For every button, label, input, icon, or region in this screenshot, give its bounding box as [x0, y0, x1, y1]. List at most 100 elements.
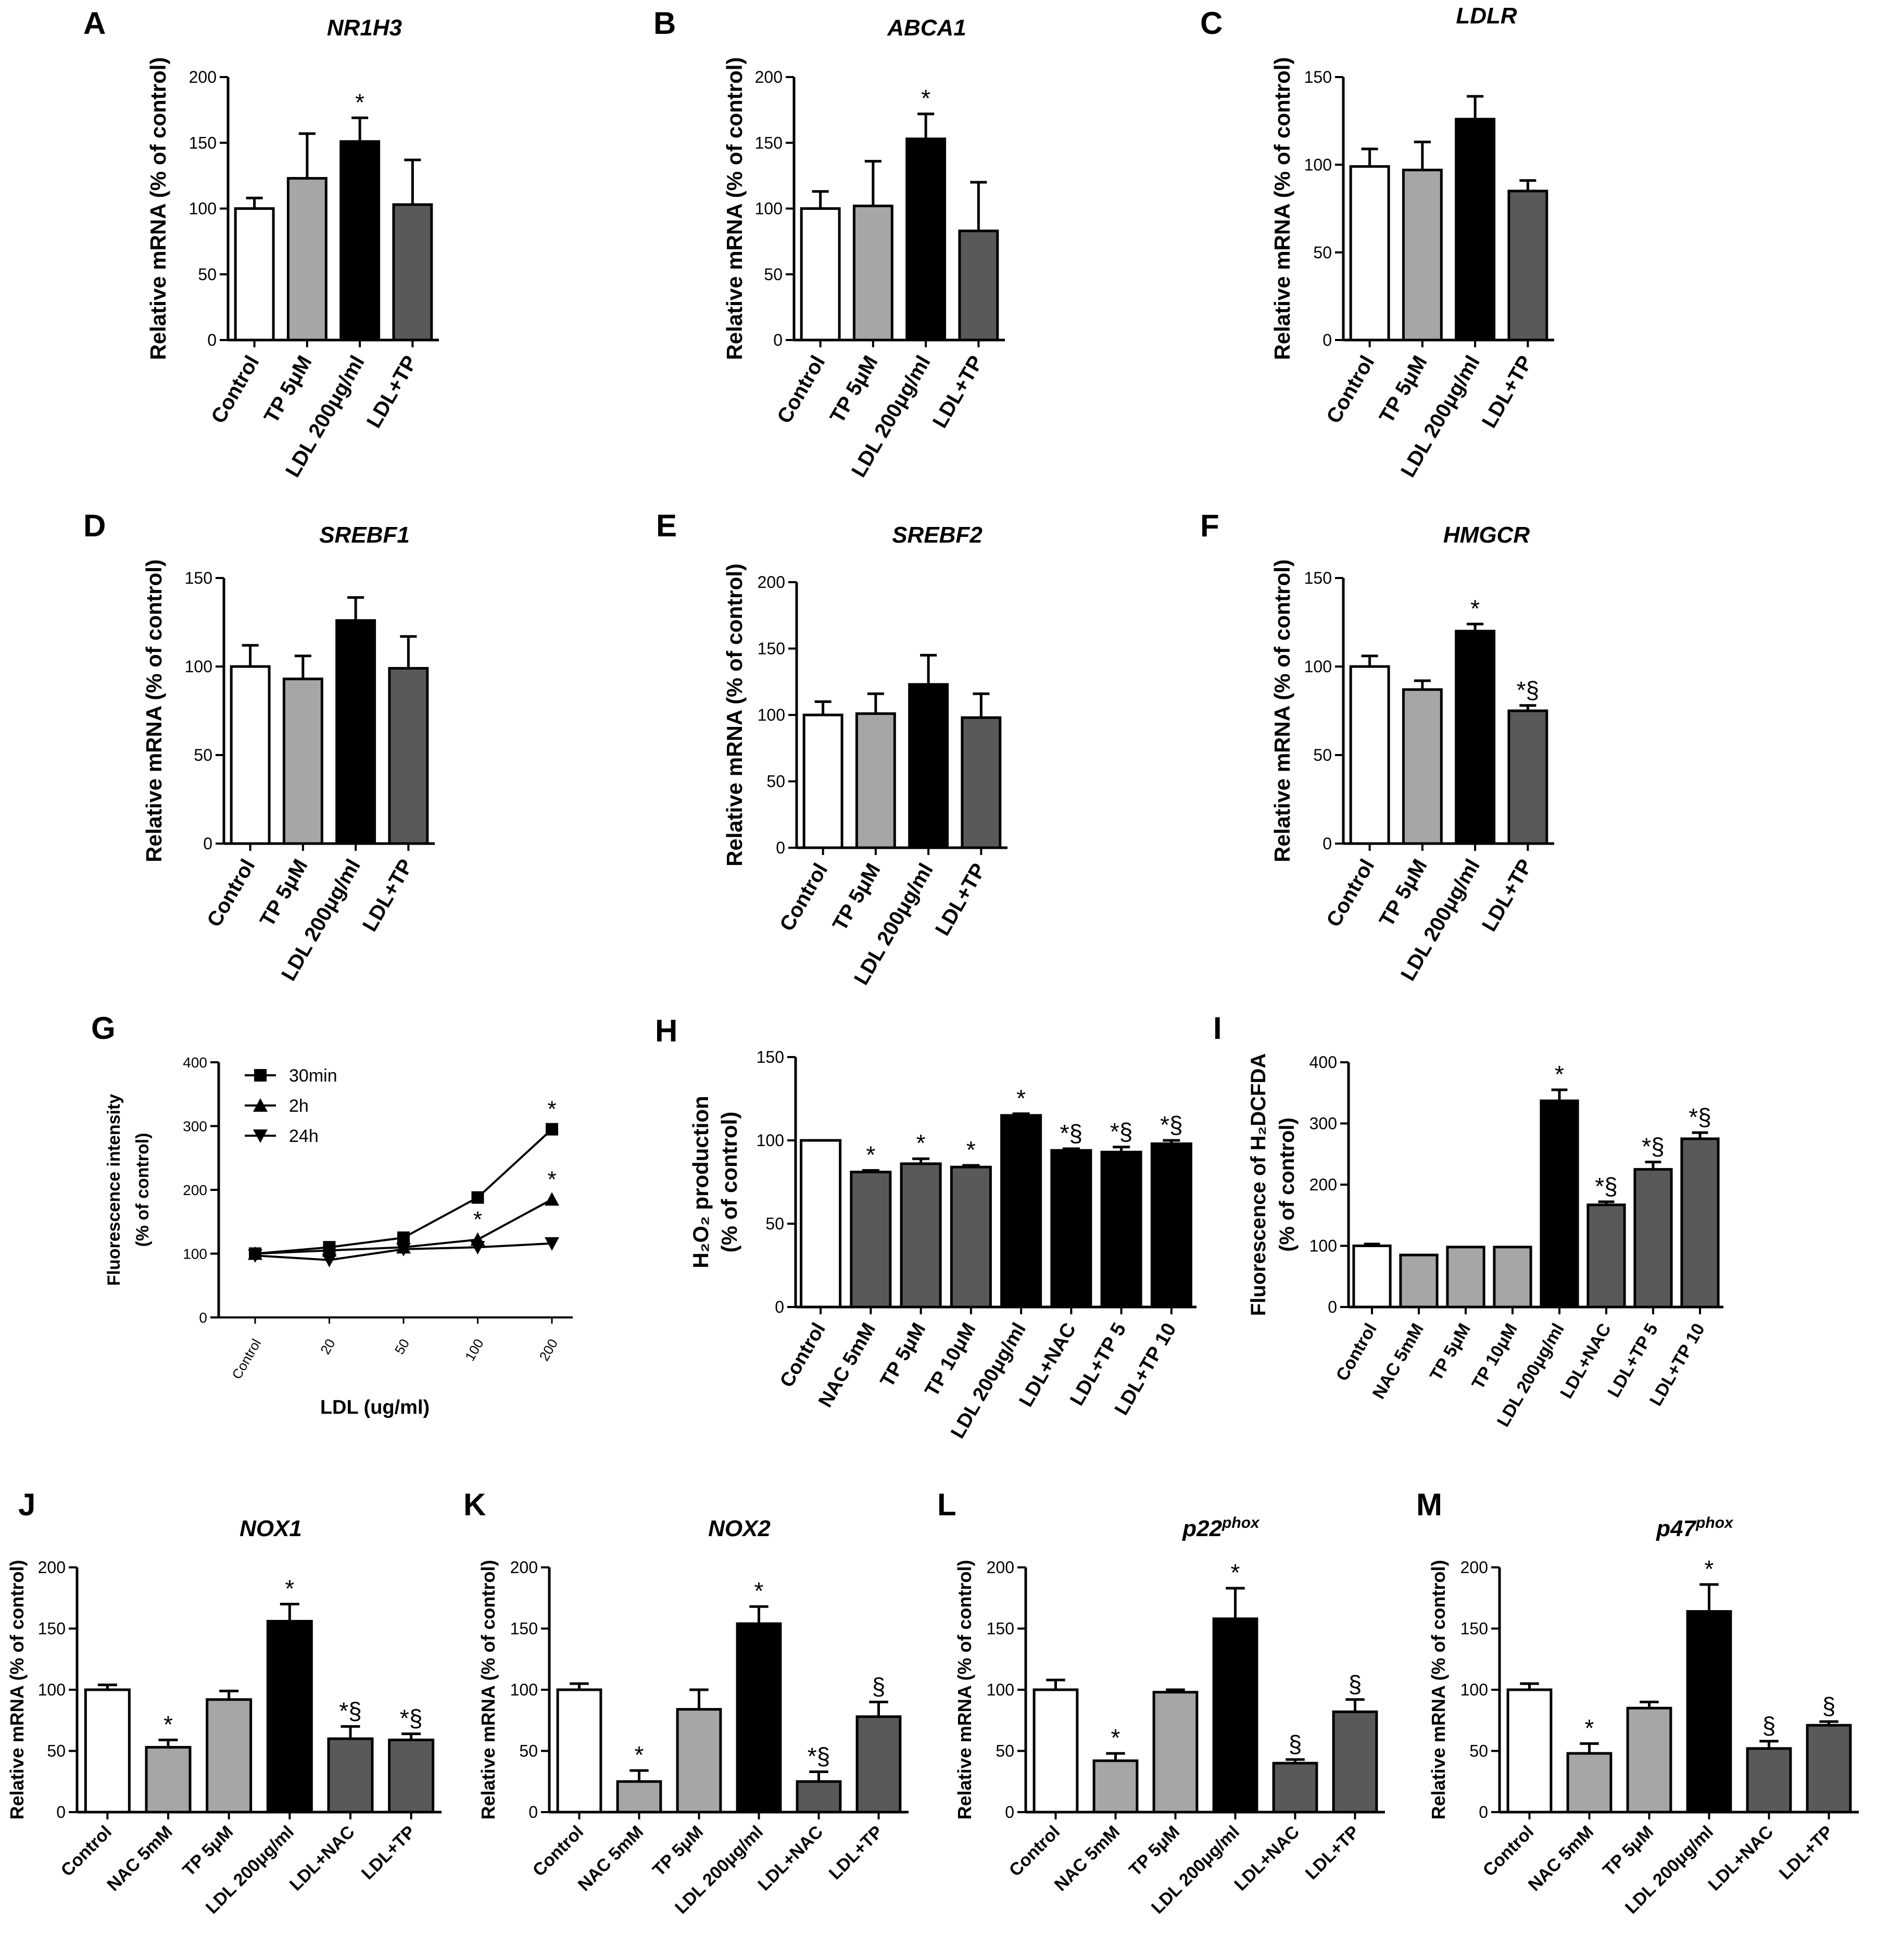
bar-2	[852, 204, 893, 342]
bar-2	[1092, 1759, 1139, 1814]
y-tick-label: 300	[1309, 1114, 1337, 1133]
bar-6	[1332, 1710, 1378, 1814]
bar-2	[1402, 688, 1443, 845]
x-tick-label: TP 5μM	[256, 856, 312, 931]
y-tick-label: 50	[1469, 1742, 1488, 1761]
y-tick-label: 50	[766, 772, 785, 791]
bar-2	[616, 1780, 662, 1814]
bar-7	[1100, 1150, 1142, 1309]
x-tick-label: Control	[57, 1822, 116, 1880]
bar-1	[802, 713, 843, 849]
bar-6	[1806, 1724, 1852, 1814]
significance-marker: *	[635, 1741, 644, 1768]
bar-5	[1000, 1114, 1042, 1309]
x-tick-label: LDL+TP	[931, 860, 990, 940]
bar-2	[850, 1171, 892, 1309]
bar-2	[1399, 1253, 1439, 1309]
x-tick-label: Control	[529, 1822, 587, 1880]
bar-5	[796, 1780, 842, 1814]
chart-title: SREBF2	[892, 522, 983, 548]
significance-marker: *	[1111, 1724, 1120, 1751]
y-axis-label-line1: Fluorescence of H₂DCFDA	[1247, 1053, 1270, 1316]
chart-title-main: ABCA1	[887, 15, 966, 41]
x-tick-label: TP 5μM	[826, 352, 883, 428]
bar-3	[676, 1708, 722, 1814]
y-tick-label: 100	[183, 1246, 207, 1262]
marker-square	[254, 1069, 267, 1082]
y-tick-label: 150	[757, 1048, 784, 1066]
significance-marker: §	[872, 1673, 886, 1700]
y-axis-label: Relative mRNA (% of control)	[6, 1560, 28, 1820]
x-tick-label: Control	[775, 860, 832, 935]
y-tick-label: 400	[1309, 1053, 1337, 1072]
significance-marker: *	[163, 1711, 173, 1738]
significance-marker: *§	[339, 1698, 361, 1725]
bar-3	[1455, 118, 1496, 342]
significance-marker: *	[866, 1141, 875, 1169]
y-axis-label-line1: H₂O₂ production	[688, 1096, 713, 1268]
y-tick-label: 150	[1460, 1619, 1488, 1638]
chart-title: ABCA1	[887, 15, 966, 41]
bar-2	[286, 177, 328, 342]
panel-label: B	[653, 6, 676, 41]
x-tick-label: TP 5μM	[179, 1822, 237, 1880]
x-tick-label: LDL+NAC	[754, 1822, 827, 1895]
series-24h: 24h	[245, 1126, 559, 1267]
y-tick-label: 50	[198, 265, 217, 284]
panel-label: C	[1200, 6, 1223, 41]
legend-label: 2h	[289, 1096, 309, 1116]
y-axis-label-line1: Fluorescence intensity	[104, 1094, 124, 1286]
x-tick-label: LDL+TP	[1302, 1822, 1363, 1883]
y-tick-label: 0	[775, 1298, 784, 1316]
bar-4	[961, 716, 1002, 849]
y-tick-label: 100	[510, 1680, 538, 1699]
panel-label: M	[1416, 1487, 1442, 1522]
x-tick-label: NAC 5mM	[1051, 1822, 1124, 1895]
y-tick-label: 50	[519, 1742, 538, 1761]
y-tick-label: 0	[1322, 834, 1332, 853]
y-tick-label: 200	[755, 68, 783, 86]
y-tick-label: 150	[510, 1619, 538, 1638]
bar-1	[556, 1688, 602, 1814]
bar-3	[905, 137, 947, 342]
y-tick-label: 0	[203, 834, 212, 853]
y-tick-label: 50	[1313, 243, 1332, 262]
significance-marker: *	[966, 1136, 976, 1163]
x-tick-label: TP 5μM	[1375, 856, 1432, 931]
chart-title-main: p47	[1656, 1516, 1697, 1541]
bar-6	[855, 1715, 902, 1814]
y-tick-label: 200	[1309, 1175, 1337, 1194]
significance-marker: *§	[1689, 1103, 1711, 1130]
bar-4	[950, 1165, 992, 1309]
bar-4	[736, 1622, 782, 1814]
x-tick-label: NAC 5mM	[103, 1822, 176, 1895]
bar-4	[266, 1619, 313, 1814]
y-tick-label: 100	[185, 657, 212, 676]
marker-triangle-up	[322, 1243, 337, 1257]
y-axis-label: Relative mRNA (% of control)	[1270, 559, 1294, 862]
bar-1	[1506, 1688, 1553, 1814]
bar-1	[1352, 1245, 1392, 1309]
significance-marker: *	[754, 1577, 764, 1604]
x-tick-label: Control	[1322, 352, 1379, 428]
x-tick-label: LDL+TP	[358, 856, 418, 936]
bar-8	[1680, 1137, 1720, 1309]
bar-3	[1626, 1706, 1672, 1814]
panel-label: E	[656, 508, 677, 543]
y-tick-label: 50	[1313, 746, 1332, 764]
marker-square	[471, 1191, 484, 1204]
panel-label: L	[937, 1487, 956, 1522]
x-tick-label: 50	[392, 1336, 412, 1357]
x-tick-label: LDL+TP	[362, 352, 422, 432]
significance-marker: *	[1016, 1085, 1026, 1112]
chart-title-superscript: phox	[1221, 1514, 1260, 1531]
x-tick-label: TP 5μM	[876, 1320, 930, 1391]
significance-marker: *§	[1517, 676, 1539, 703]
marker-triangle-down	[253, 1129, 268, 1143]
x-tick-label: TP 5μM	[1426, 1320, 1475, 1384]
y-tick-label: 50	[996, 1742, 1014, 1761]
